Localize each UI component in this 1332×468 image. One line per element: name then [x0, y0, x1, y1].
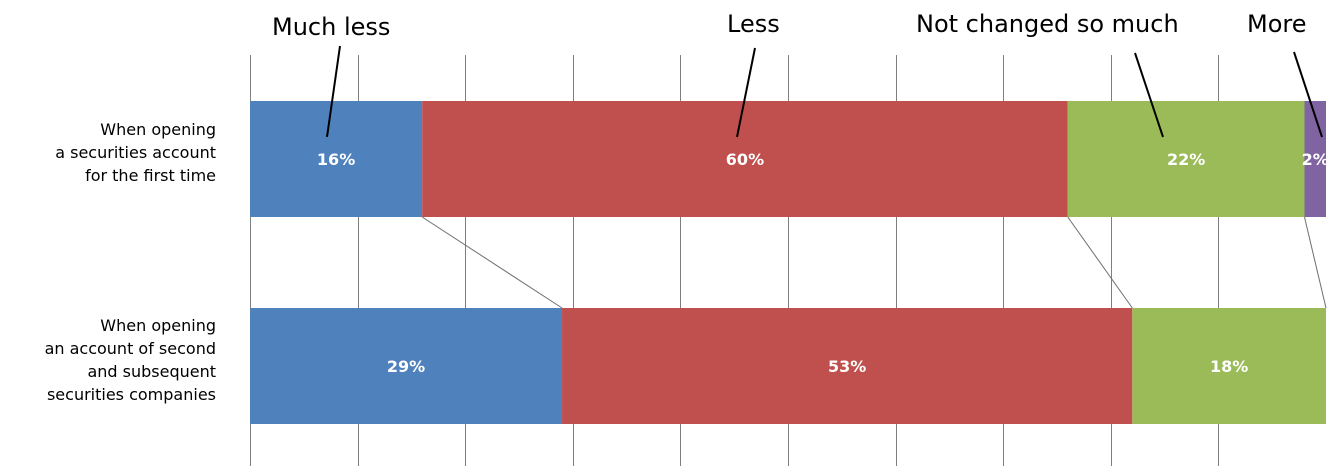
data-labels: 16% 60% 22% 2% 29% 53% 18%: [317, 150, 1329, 376]
legend-not-changed: Not changed so much: [916, 10, 1179, 38]
bar-segment: [1132, 308, 1326, 424]
legend-leader-line: [1134, 52, 1164, 138]
data-label: 22%: [1167, 150, 1205, 169]
series-line: [1067, 216, 1133, 309]
data-label: 60%: [726, 150, 764, 169]
category-label-first-time: When opening a securities account for th…: [55, 120, 216, 185]
series-line: [421, 216, 563, 309]
data-label: 53%: [828, 357, 866, 376]
series-line: [1303, 216, 1327, 309]
legend-much-less: Much less: [272, 13, 391, 41]
bar-segment: [250, 308, 563, 424]
bar-segment: [422, 101, 1068, 217]
legend-leader-line: [1293, 51, 1323, 138]
legend-less: Less: [727, 10, 780, 38]
legend-leader-line: [326, 45, 341, 138]
legend-leader-line: [736, 47, 756, 138]
bar-segment: [562, 308, 1133, 424]
data-label: 2%: [1302, 150, 1329, 169]
bars: [250, 101, 1326, 424]
data-label: 18%: [1210, 357, 1248, 376]
bar-segment: [250, 101, 423, 217]
legend-leaders: [326, 45, 1323, 138]
legend-more: More: [1247, 10, 1307, 38]
series-lines: [421, 216, 1327, 309]
data-label: 29%: [387, 357, 425, 376]
bar-segment: [1067, 101, 1305, 217]
category-label-subsequent: When opening an account of second and su…: [44, 316, 216, 404]
data-label: 16%: [317, 150, 355, 169]
